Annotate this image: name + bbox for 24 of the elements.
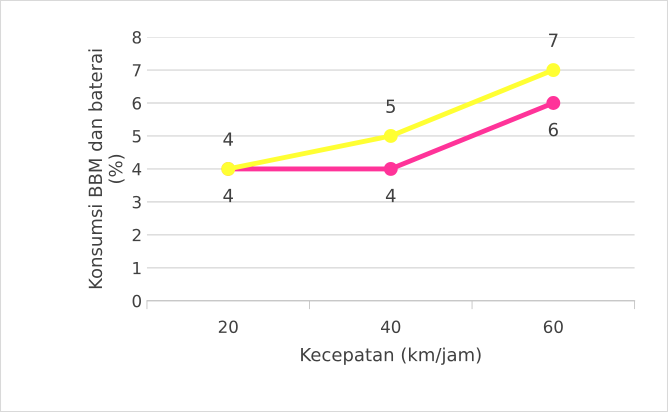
x-tick-label: 40 [380,320,400,334]
data-label: 4 [386,188,396,202]
y-tick-label: 0 [132,294,141,308]
x-tick-label: 60 [544,320,563,334]
y-tick-label: 7 [132,64,141,76]
y-tick-label: 3 [132,196,141,208]
x-tick-label: 20 [218,320,238,334]
point [546,96,560,110]
y-tick-label: 6 [132,96,142,110]
x-axis-title: Kecepatan (km/jam) [301,347,481,365]
y-tick-label: 5 [132,130,141,143]
y-tick-label: 4 [132,163,142,176]
data-label: 4 [223,132,233,146]
point [384,129,398,143]
y-tick-label: 8 [132,31,141,44]
data-label: 5 [386,100,395,114]
y-axis-title: Konsumsi BBM dan baterai (%) [88,50,125,288]
data-label: 6 [548,122,558,136]
point [384,162,398,176]
y-tick-label: 2 [132,228,140,242]
data-label: 4 [223,188,233,202]
data-label: 7 [549,34,558,47]
y-tick-label: 1 [133,262,141,274]
point [546,63,560,77]
